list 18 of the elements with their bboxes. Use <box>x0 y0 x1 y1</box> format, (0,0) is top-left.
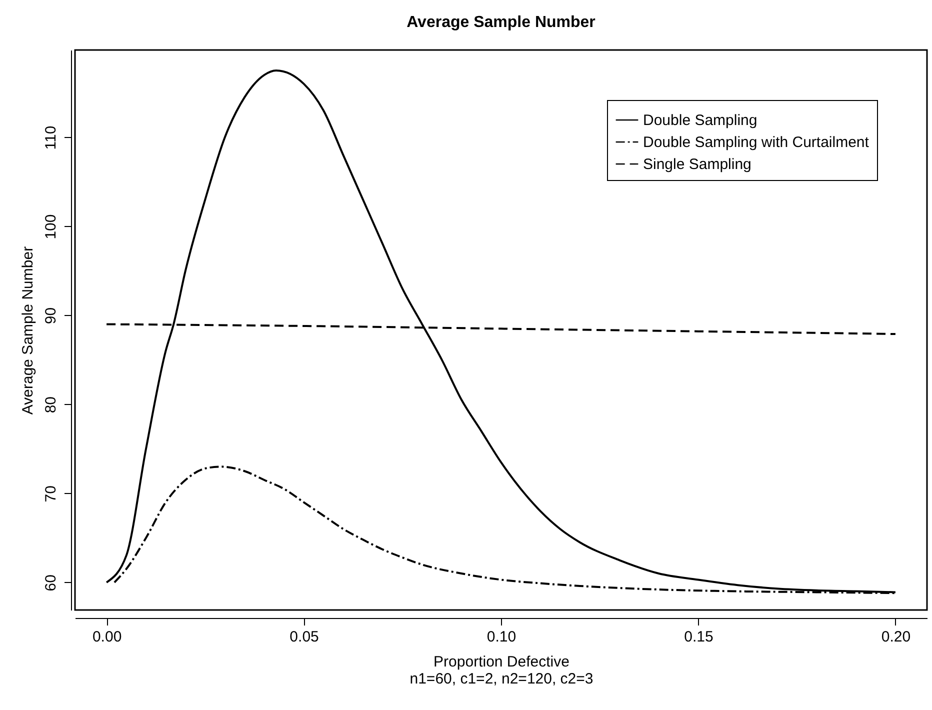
y-tick-label: 70 <box>42 486 60 502</box>
x-tick-label: 0.10 <box>486 628 516 646</box>
legend-label: Single Sampling <box>643 156 752 173</box>
x-tick-label: 0.00 <box>92 628 122 646</box>
x-tick-label: 0.15 <box>684 628 714 646</box>
y-tick-label: 100 <box>42 214 60 240</box>
y-tick-label: 60 <box>42 574 60 592</box>
legend-label: Double Sampling <box>643 112 758 129</box>
y-tick-label: 90 <box>42 307 60 324</box>
y-tick-label: 80 <box>42 396 60 414</box>
x-axis-title: Proportion Defective <box>434 654 570 670</box>
y-axis-title: Average Sample Number <box>20 246 36 415</box>
x-tick-label: 0.05 <box>290 628 319 646</box>
text: n1=60, c1=2, n2=120, c2=3 <box>410 670 594 688</box>
legend-label: Double Sampling with Curtailment <box>643 134 870 151</box>
x-tick-label: 0.20 <box>881 628 911 646</box>
y-tick-label: 110 <box>42 126 60 150</box>
chart-title: Average Sample Number <box>406 14 596 31</box>
